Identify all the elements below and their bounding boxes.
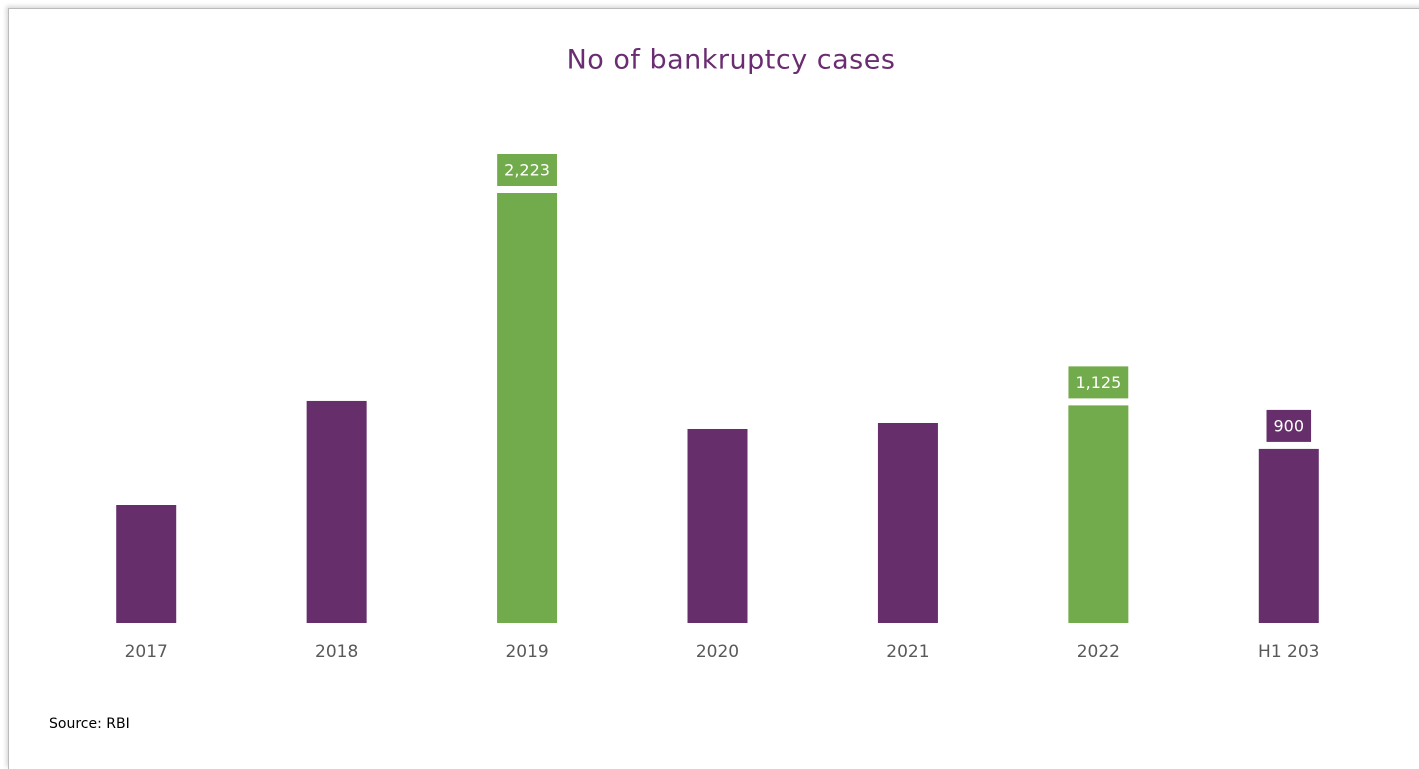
bar	[877, 422, 938, 623]
value-label: 900	[1274, 416, 1305, 435]
value-label: 1,125	[1075, 373, 1121, 392]
bar	[687, 428, 748, 623]
x-tick-label: 2021	[886, 642, 929, 662]
x-tick-label: 2020	[696, 642, 739, 662]
bar	[497, 193, 558, 623]
value-label: 2,223	[504, 161, 550, 180]
bar	[1068, 405, 1129, 623]
chart: No of bankruptcy cases Source: RBI 2017 2…	[49, 45, 1320, 733]
bar	[116, 505, 177, 623]
page: No of bankruptcy cases Source: RBI 2017 2…	[8, 8, 1419, 769]
bar	[1258, 448, 1319, 623]
x-tick-label: 2022	[1077, 642, 1120, 662]
bar	[306, 400, 367, 623]
x-tick-label: 2018	[315, 642, 358, 662]
x-tick-label: 2017	[125, 642, 168, 662]
x-tick-label: H1 203	[1258, 642, 1319, 662]
chart-title: No of bankruptcy cases	[567, 45, 896, 76]
x-tick-label: 2019	[505, 642, 548, 662]
value-label-box	[1068, 366, 1129, 399]
source-note: Source: RBI	[49, 716, 130, 732]
chart-frame	[8, 8, 1419, 769]
value-label-box	[497, 154, 557, 186]
value-label-box	[1266, 409, 1312, 442]
